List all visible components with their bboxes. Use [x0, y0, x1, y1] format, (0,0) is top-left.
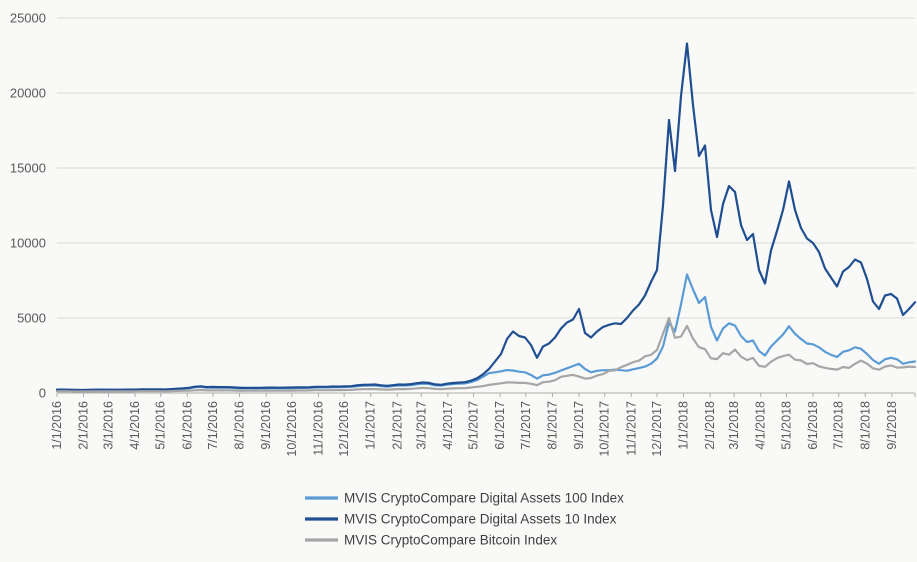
x-axis-tick-label: 2/1/2018	[703, 401, 717, 450]
x-axis-tick-label: 10/1/2016	[285, 401, 299, 457]
x-axis-tick-label: 9/1/2017	[572, 401, 586, 450]
x-axis-tick-label: 9/1/2016	[259, 401, 273, 450]
x-axis-tick-label: 12/1/2017	[650, 401, 664, 457]
x-axis-tick-label: 6/1/2017	[493, 401, 507, 450]
x-axis-tick-label: 1/1/2016	[50, 401, 64, 450]
x-axis-tick-label: 3/1/2017	[414, 401, 428, 450]
y-axis-tick-label: 20000	[10, 86, 46, 101]
x-axis-tick-label: 10/1/2017	[598, 401, 612, 457]
x-axis-tick-label: 7/1/2018	[832, 401, 846, 450]
y-axis-tick-label: 10000	[10, 236, 46, 251]
x-axis-tick-label: 8/1/2016	[233, 401, 247, 450]
x-axis-tick-label: 8/1/2018	[858, 401, 872, 450]
x-axis-tick-label: 6/1/2016	[180, 401, 194, 450]
legend-label-0: MVIS CryptoCompare Digital Assets 100 In…	[344, 491, 624, 506]
x-axis-tick-label: 4/1/2017	[441, 401, 455, 450]
x-axis-tick-label: 3/1/2018	[727, 401, 741, 450]
x-axis-tick-label: 4/1/2016	[128, 401, 142, 450]
x-axis-tick-label: 1/1/2018	[677, 401, 691, 450]
x-axis-tick-label: 11/1/2016	[311, 401, 325, 456]
x-axis-tick-label: 5/1/2018	[779, 401, 793, 450]
y-axis-tick-label: 25000	[10, 11, 46, 26]
x-axis-tick-label: 12/1/2016	[337, 401, 351, 457]
x-axis-tick-label: 6/1/2018	[806, 401, 820, 450]
x-axis-tick-label: 5/1/2016	[154, 401, 168, 450]
series-line-1	[55, 42, 917, 392]
x-axis-tick-label: 7/1/2017	[519, 401, 533, 450]
legend-label-2: MVIS CryptoCompare Bitcoin Index	[344, 533, 557, 548]
x-axis-tick-label: 3/1/2016	[101, 401, 115, 450]
x-axis-tick-label: 7/1/2016	[206, 401, 220, 450]
y-axis-tick-label: 15000	[10, 161, 46, 176]
legend-label-1: MVIS CryptoCompare Digital Assets 10 Ind…	[344, 512, 617, 527]
x-axis-tick-label: 2/1/2017	[390, 401, 404, 450]
x-axis-tick-label: 4/1/2018	[754, 401, 768, 450]
x-axis-tick-label: 1/1/2017	[364, 401, 378, 450]
y-axis-tick-label: 5000	[17, 311, 46, 326]
y-axis-tick-label: 0	[39, 386, 46, 401]
x-axis-tick-label: 9/1/2018	[885, 401, 899, 450]
x-axis-tick-label: 2/1/2016	[77, 401, 91, 450]
x-axis-tick-label: 11/1/2017	[624, 401, 638, 456]
x-axis-tick-label: 8/1/2017	[545, 401, 559, 450]
x-axis-tick-label: 5/1/2017	[467, 401, 481, 450]
series-line-2	[55, 316, 917, 393]
